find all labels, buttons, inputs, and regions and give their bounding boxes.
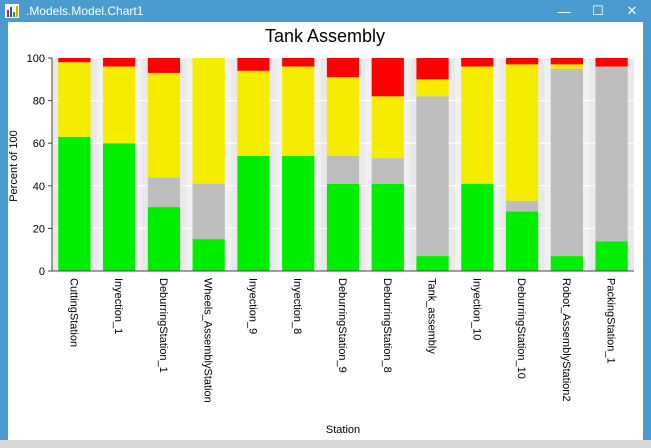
- x-tick-label: Robot_AssemblyStation2: [560, 278, 572, 402]
- bar-segment: [282, 155, 315, 271]
- title-bar[interactable]: .Models.Model.Chart1 — ☐ ✕: [0, 0, 651, 22]
- bar-segment: [58, 62, 91, 137]
- x-tick-label: DeburringStation_8: [381, 278, 393, 373]
- x-tick-label: DeburringStation_10: [515, 278, 527, 379]
- bar-segment: [461, 66, 494, 184]
- y-tick-label: 60: [33, 138, 45, 150]
- x-axis-title: Station: [326, 424, 360, 436]
- bar-segment: [58, 58, 91, 63]
- bar-segment: [595, 58, 628, 67]
- bar-segment: [326, 155, 360, 184]
- close-button[interactable]: ✕: [615, 0, 649, 22]
- bar-segment: [326, 183, 360, 271]
- minimize-icon: —: [557, 3, 571, 19]
- bar-segment: [147, 58, 181, 73]
- bar-segment: [595, 66, 628, 242]
- bar-segment: [371, 96, 404, 159]
- bar-segment: [237, 70, 270, 156]
- bar-segment: [147, 72, 181, 178]
- y-tick-label: 100: [27, 53, 45, 65]
- bar-segment: [192, 58, 225, 184]
- x-tick-label: Inyection_9: [246, 278, 258, 334]
- bar-segment: [326, 77, 360, 156]
- x-tick-label: Inyection_10: [470, 278, 482, 340]
- x-tick-label: PackingStation_1: [605, 278, 617, 364]
- chart-area: Tank Assembly Percent of 100 Station 0 20…: [8, 22, 643, 440]
- x-tick-label: Inyection_1: [112, 278, 124, 334]
- x-tick-label: Wheels_AssemblyStation: [202, 278, 214, 403]
- bar-segment: [282, 66, 315, 156]
- chart-app-icon: [5, 4, 19, 18]
- bar-segment: [550, 256, 583, 271]
- y-tick-label: 40: [33, 181, 45, 193]
- bar-segment: [505, 58, 539, 65]
- x-tick-label: DeburringStation_9: [336, 278, 348, 373]
- stacked-bar-chart: Tank Assembly Percent of 100 Station 0 20…: [8, 22, 643, 440]
- x-tick-label: Tank_assembly: [426, 278, 438, 354]
- bar-segment: [416, 79, 449, 97]
- window-bottom-edge: [0, 440, 651, 448]
- bar-segment: [416, 96, 449, 257]
- bar-segment: [505, 64, 539, 201]
- bar-segment: [58, 136, 91, 271]
- maximize-button[interactable]: ☐: [581, 0, 615, 22]
- bar-segment: [461, 183, 494, 271]
- chart-title: Tank Assembly: [265, 26, 385, 46]
- x-tick-label: Inyection_8: [291, 278, 303, 334]
- bar-segment: [505, 200, 539, 212]
- window-title: .Models.Model.Chart1: [26, 4, 144, 18]
- minimize-button[interactable]: —: [547, 0, 581, 22]
- x-tick-label: DeburringStation_1: [157, 278, 169, 373]
- y-tick-label: 80: [33, 96, 45, 108]
- bar-segment: [595, 241, 628, 271]
- x-tick-label: CuttingStation: [67, 278, 79, 347]
- bar-segment: [461, 58, 494, 67]
- bar-segment: [147, 207, 181, 271]
- bar-segment: [282, 58, 315, 67]
- bar-segment: [192, 183, 225, 240]
- bar-segment: [550, 68, 583, 257]
- bar-segment: [237, 155, 270, 271]
- bar-segment: [550, 58, 583, 65]
- bar-segment: [326, 58, 360, 78]
- close-icon: ✕: [626, 3, 638, 18]
- bar-segment: [416, 58, 449, 80]
- bar-segment: [416, 256, 449, 271]
- bar-segment: [505, 211, 539, 271]
- bar-segment: [103, 66, 136, 144]
- bar-segment: [550, 64, 583, 69]
- bar-segment: [371, 158, 404, 184]
- y-tick-label: 20: [33, 223, 45, 235]
- bar-segment: [371, 183, 404, 271]
- bar-segment: [103, 58, 136, 67]
- bar-segment: [237, 58, 270, 71]
- maximize-icon: ☐: [592, 3, 604, 18]
- bar-segment: [103, 143, 136, 271]
- bar-segment: [371, 58, 404, 97]
- bar-segment: [192, 239, 225, 271]
- y-tick-label: 0: [39, 266, 45, 278]
- bar-segment: [147, 177, 181, 208]
- y-axis-title: Percent of 100: [8, 130, 20, 202]
